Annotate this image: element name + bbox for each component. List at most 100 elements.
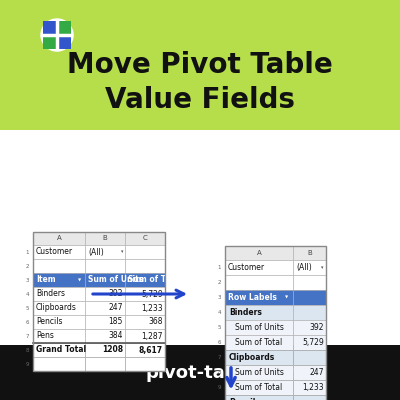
Text: 368: 368 [148, 318, 163, 326]
Bar [225, 380, 293, 395]
Bar [85, 357, 125, 371]
Text: 5,729: 5,729 [141, 290, 163, 298]
Text: Clipboards: Clipboards [36, 304, 77, 312]
Bar [293, 335, 326, 350]
Bar [293, 305, 326, 320]
Bar [33, 287, 85, 301]
Bar [33, 232, 85, 245]
Bar [225, 365, 293, 380]
Text: ▼: ▼ [286, 296, 288, 300]
Text: Value Fields: Value Fields [105, 86, 295, 114]
Bar [33, 343, 85, 357]
Bar [125, 301, 165, 315]
Bar [125, 273, 165, 287]
Text: Sum of Units: Sum of Units [235, 368, 284, 377]
Bar [293, 290, 326, 305]
Bar [293, 350, 326, 365]
Bar [85, 329, 125, 343]
Bar [33, 329, 85, 343]
Text: 6: 6 [218, 340, 221, 345]
Text: 3: 3 [218, 295, 221, 300]
Text: pivot-table.com: pivot-table.com [145, 364, 305, 382]
Text: Sum of Total: Sum of Total [235, 338, 282, 347]
Text: 5: 5 [26, 306, 29, 310]
Bar [225, 335, 293, 350]
Bar [33, 357, 85, 371]
Text: B: B [103, 236, 107, 242]
Bar [0, 0, 400, 130]
Text: 8,617: 8,617 [139, 346, 163, 354]
Text: B: B [307, 250, 312, 256]
Bar [293, 365, 326, 380]
Text: Sum of Units: Sum of Units [235, 323, 284, 332]
Bar [225, 275, 293, 290]
Bar [33, 273, 85, 287]
Text: C: C [143, 236, 147, 242]
Text: Pencils: Pencils [36, 318, 62, 326]
Text: Grand Total: Grand Total [36, 346, 86, 354]
Text: 247: 247 [310, 368, 324, 377]
Bar [125, 232, 165, 245]
Text: 2: 2 [218, 280, 221, 285]
Bar [33, 315, 85, 329]
Text: 1: 1 [218, 265, 221, 270]
Text: 5: 5 [218, 325, 221, 330]
Text: Customer: Customer [36, 248, 73, 256]
Bar [125, 329, 165, 343]
Circle shape [41, 19, 73, 51]
Bar [33, 301, 85, 315]
Text: Sum of Total: Sum of Total [235, 383, 282, 392]
Bar [293, 395, 326, 400]
Text: 1,233: 1,233 [141, 304, 163, 312]
Bar [225, 246, 293, 260]
Bar [125, 357, 165, 371]
Text: Move Pivot Table: Move Pivot Table [67, 51, 333, 79]
Text: 1,287: 1,287 [142, 332, 163, 340]
Text: 6: 6 [26, 320, 29, 324]
Text: 1: 1 [26, 250, 29, 254]
Text: A: A [57, 236, 61, 242]
Text: Binders: Binders [36, 290, 65, 298]
Text: 185: 185 [109, 318, 123, 326]
Text: 384: 384 [108, 332, 123, 340]
Bar [85, 301, 125, 315]
Text: 9: 9 [26, 362, 29, 366]
Bar [125, 287, 165, 301]
Bar [125, 343, 165, 357]
Bar [293, 275, 326, 290]
Text: Sum of Total: Sum of Total [128, 276, 182, 284]
Text: Clipboards: Clipboards [229, 353, 275, 362]
FancyBboxPatch shape [43, 21, 56, 34]
Text: ▾: ▾ [121, 250, 123, 254]
Text: 8: 8 [218, 370, 221, 375]
Text: ▼: ▼ [78, 278, 82, 282]
Text: Pens: Pens [36, 332, 54, 340]
Text: Row Labels: Row Labels [228, 293, 277, 302]
Text: Pencils: Pencils [229, 398, 260, 400]
Bar [225, 395, 293, 400]
Bar [85, 245, 125, 259]
Bar [293, 260, 326, 275]
Text: 9: 9 [218, 385, 221, 390]
Text: 392: 392 [310, 323, 324, 332]
Bar [225, 260, 293, 275]
Bar [33, 245, 85, 259]
Bar [125, 245, 165, 259]
Text: 4: 4 [218, 310, 221, 315]
Text: 5,729: 5,729 [302, 338, 324, 347]
Text: Sum of Units: Sum of Units [88, 276, 143, 284]
Bar [293, 380, 326, 395]
Text: (All): (All) [88, 248, 104, 256]
FancyBboxPatch shape [58, 36, 71, 49]
Text: 392: 392 [108, 290, 123, 298]
Text: 1,233: 1,233 [302, 383, 324, 392]
Bar [125, 259, 165, 273]
Bar [225, 350, 293, 365]
FancyBboxPatch shape [58, 21, 71, 34]
Bar [85, 343, 125, 357]
Bar [85, 287, 125, 301]
Text: Item: Item [36, 276, 56, 284]
Bar [85, 232, 125, 245]
Text: (All): (All) [296, 263, 312, 272]
Text: 7: 7 [218, 355, 221, 360]
